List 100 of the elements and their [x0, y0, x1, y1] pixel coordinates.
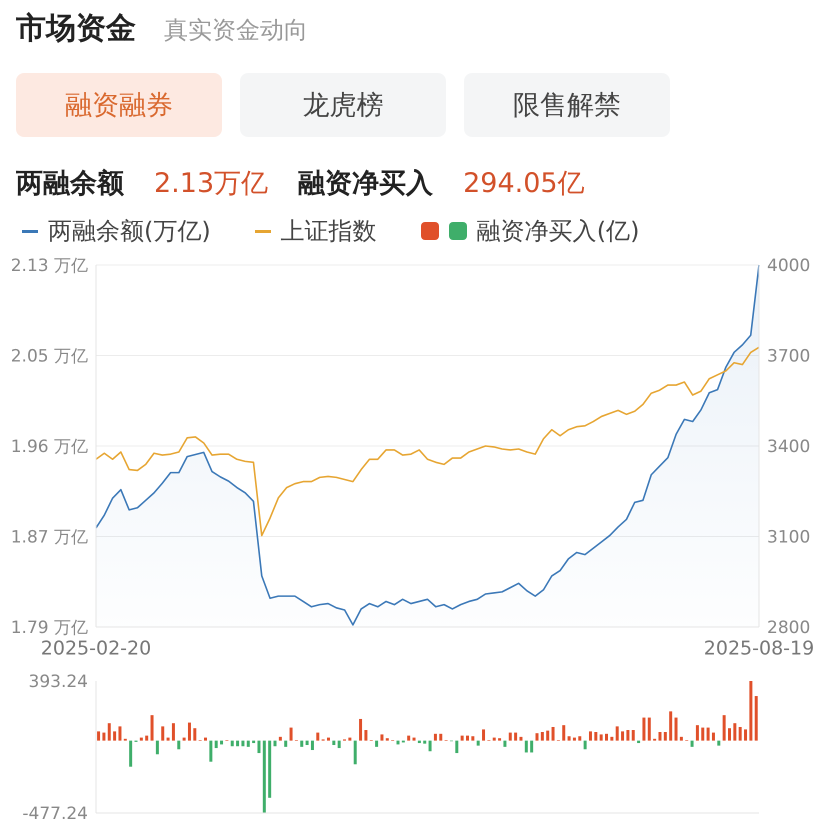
bar	[348, 738, 352, 741]
bar	[728, 728, 731, 741]
bar	[161, 726, 164, 741]
bar	[674, 718, 678, 741]
bar	[386, 738, 389, 741]
x-tick-label: 2025-08-19	[704, 637, 814, 660]
bar	[188, 722, 191, 741]
y2-tick-label: 3400	[767, 437, 810, 458]
bar	[572, 738, 576, 741]
bar	[466, 736, 469, 741]
bar	[476, 740, 480, 746]
y-tick-label: 393.24	[28, 672, 88, 692]
bar	[600, 734, 603, 741]
bar	[108, 723, 111, 741]
bar	[182, 738, 186, 741]
bar	[530, 740, 534, 752]
bar	[396, 740, 400, 744]
bar	[562, 725, 566, 741]
y-tick-label: 1.96 万亿	[10, 437, 88, 458]
bar	[257, 740, 260, 754]
bar	[428, 740, 432, 752]
bar	[274, 740, 277, 746]
bar	[204, 738, 208, 741]
bar	[326, 738, 330, 741]
bar	[306, 740, 309, 746]
bar	[332, 740, 336, 746]
bar	[97, 731, 100, 741]
y2-tick-label: 3100	[767, 528, 810, 548]
bar	[536, 733, 539, 741]
bar	[733, 723, 736, 741]
bar	[492, 738, 496, 741]
bar	[407, 736, 410, 741]
bar	[642, 718, 646, 741]
bar	[626, 730, 630, 741]
bar	[594, 732, 598, 741]
y-tick-label: -477.24	[22, 804, 88, 824]
y-tick-label: 2.05 万亿	[10, 346, 88, 367]
bar	[738, 726, 742, 741]
bar	[278, 736, 282, 741]
legend-label: 上证指数	[280, 216, 377, 247]
bar	[423, 740, 426, 744]
bar	[338, 740, 341, 748]
bar	[696, 725, 699, 741]
text: 2.13万亿	[154, 167, 268, 201]
bar	[316, 732, 320, 741]
bar	[621, 731, 624, 741]
bar	[503, 740, 506, 747]
bar	[717, 740, 720, 746]
chart-subtitle: 真实资金动向	[164, 15, 308, 46]
bar	[744, 729, 748, 741]
bar	[701, 728, 704, 741]
bar	[754, 696, 758, 741]
bar	[364, 730, 368, 741]
bar	[418, 740, 421, 744]
bar	[150, 715, 154, 741]
y-tick-label: 1.87 万亿	[10, 528, 88, 548]
bar	[220, 740, 224, 744]
y-tick-label: 1.79 万亿	[10, 618, 88, 638]
bar	[664, 732, 667, 741]
bar	[166, 738, 170, 741]
bar	[241, 740, 244, 746]
bar	[156, 740, 159, 754]
bar	[578, 736, 582, 741]
bar	[113, 731, 116, 741]
text: 融资净买入	[298, 167, 434, 201]
bar	[268, 740, 272, 798]
line-series	[95, 346, 760, 536]
bar	[359, 718, 362, 741]
bar	[145, 736, 148, 741]
bar	[300, 740, 304, 747]
bar	[680, 736, 683, 741]
bar	[632, 730, 635, 741]
bar	[412, 738, 416, 741]
bar	[214, 740, 218, 748]
bar	[498, 738, 502, 741]
bar	[546, 730, 550, 741]
bar	[252, 740, 256, 744]
bar	[519, 736, 522, 741]
bar	[605, 734, 608, 741]
bar	[172, 723, 175, 741]
bar	[514, 732, 518, 741]
bar	[129, 740, 132, 767]
legend-label: 融资净买入(亿)	[476, 216, 640, 247]
bar	[193, 728, 196, 741]
bar	[584, 740, 587, 750]
bar	[524, 740, 528, 752]
bar	[118, 726, 122, 741]
bar	[455, 740, 458, 754]
bar	[209, 740, 212, 762]
bar	[482, 729, 486, 741]
bar	[375, 740, 378, 747]
bar	[712, 732, 715, 741]
bar	[690, 740, 694, 747]
y2-tick-label: 3700	[767, 346, 810, 367]
bar	[552, 726, 555, 741]
bar	[290, 728, 293, 741]
x-tick-label: 2025-02-20	[40, 637, 152, 660]
bar	[471, 736, 474, 741]
bar	[236, 740, 240, 746]
bar	[246, 740, 250, 747]
